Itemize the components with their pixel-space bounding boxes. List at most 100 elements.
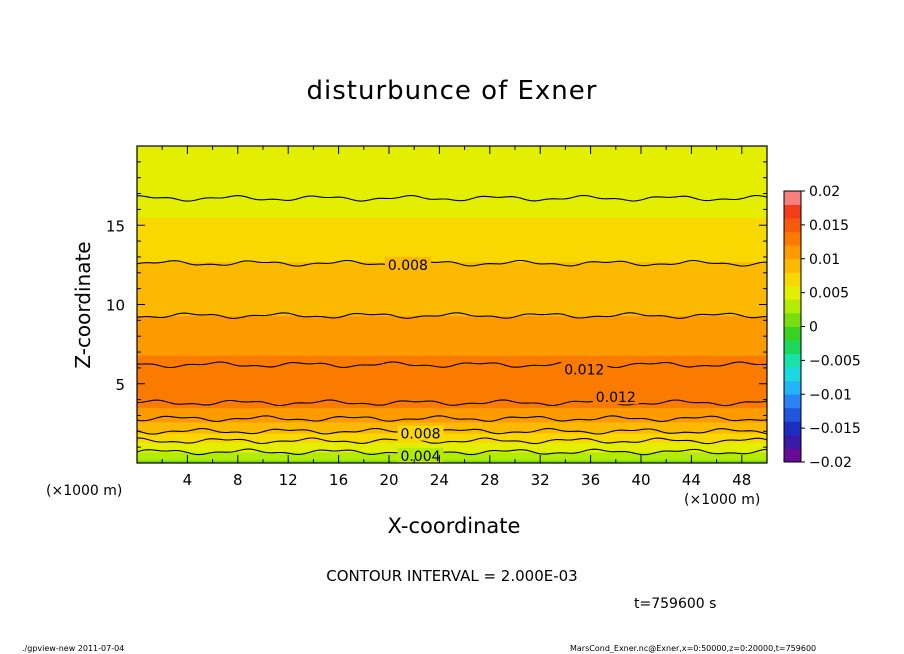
colorbar-swatch: [784, 231, 801, 246]
field-band: [137, 228, 767, 231]
field-band: [137, 171, 767, 174]
field-band: [137, 160, 767, 163]
field-band: [137, 318, 767, 321]
field-band: [137, 340, 767, 344]
contour-line-0.004: [137, 448, 767, 456]
contour-interval-text: CONTOUR INTERVAL = 2.000E-03: [326, 567, 578, 585]
field-band: [137, 431, 767, 434]
field-band: [137, 378, 767, 382]
field-band: [137, 314, 767, 317]
field-band: [137, 296, 767, 299]
field-band: [137, 261, 767, 264]
field-band: [137, 285, 767, 288]
field-band: [137, 328, 767, 331]
field-band: [137, 367, 767, 371]
x-tick-label: 24: [430, 471, 449, 489]
field-band: [137, 333, 767, 336]
field-band: [137, 456, 767, 459]
field-band: [137, 415, 767, 418]
field-band: [137, 177, 767, 180]
contour-line-0.010: [137, 415, 767, 422]
field-band: [137, 339, 767, 342]
field-band: [137, 418, 767, 421]
field-band: [137, 271, 767, 274]
contour-label-bg: [397, 447, 444, 463]
colorbar-swatch: [784, 394, 801, 409]
field-band: [137, 233, 767, 236]
field-band: [137, 149, 767, 152]
x-tick-label: 32: [531, 471, 550, 489]
field-band: [137, 157, 767, 160]
field-band: [137, 180, 767, 184]
field-band: [137, 263, 767, 266]
field-band: [137, 236, 767, 239]
field-band: [137, 345, 767, 348]
field-band: [137, 361, 767, 364]
field-band: [137, 226, 767, 230]
colorbar-swatch: [784, 421, 801, 436]
footer-left: ./gpview-new 2011-07-04: [22, 644, 125, 653]
y-tick-label: 15: [106, 217, 125, 235]
colorbar-swatch: [784, 218, 801, 233]
field-band: [137, 294, 767, 298]
colorbar-swatch: [784, 407, 801, 422]
colorbar-swatch: [784, 299, 801, 314]
field-band: [137, 356, 767, 359]
field-band: [137, 458, 767, 461]
contour-label-bg: [592, 389, 639, 405]
field-band: [137, 201, 767, 204]
x-tick-label: 16: [329, 471, 348, 489]
field-band: [137, 184, 767, 187]
field-band: [137, 320, 767, 323]
field-band: [137, 241, 767, 244]
field-band: [137, 231, 767, 234]
field-band: [137, 353, 767, 356]
field-band: [137, 337, 767, 340]
colorbar-tick-label: −0.015: [809, 421, 861, 437]
field-band: [137, 250, 767, 253]
field-band: [137, 348, 767, 352]
field-band: [137, 448, 767, 451]
contour-label-bg: [384, 256, 431, 272]
contour-line-0.010: [137, 312, 767, 319]
field-band: [137, 375, 767, 379]
field-band: [137, 255, 767, 258]
x-axis-label: X-coordinate: [387, 514, 521, 538]
field-band: [137, 405, 767, 409]
field-band: [137, 247, 767, 250]
field-bands: [137, 146, 767, 463]
field-band: [137, 190, 767, 193]
field-band: [137, 299, 767, 302]
field-band: [137, 218, 767, 222]
field-band: [137, 347, 767, 350]
x-tick-label: 20: [379, 471, 398, 489]
field-band: [137, 420, 767, 423]
field-band: [137, 443, 767, 447]
field-band: [137, 409, 767, 412]
colorbar-tick-label: 0.015: [809, 218, 849, 234]
field-band: [137, 413, 767, 417]
field-band: [137, 188, 767, 191]
contour-line-0.012: [137, 399, 767, 407]
field-band: [137, 209, 767, 212]
colorbar-tick-label: −0.005: [809, 353, 861, 369]
contour-line-0.008: [137, 427, 767, 435]
colorbar-tick-label: 0.005: [809, 286, 849, 302]
x-tick-label: 40: [631, 471, 650, 489]
field-band: [137, 382, 767, 385]
field-band: [137, 325, 767, 328]
field-band: [137, 234, 767, 237]
x-tick-label: 28: [480, 471, 499, 489]
field-band: [137, 210, 767, 214]
field-band: [137, 298, 767, 301]
field-band: [137, 371, 767, 374]
field-band: [137, 280, 767, 283]
field-band: [137, 342, 767, 345]
field-band: [137, 424, 767, 428]
contour-line-0.006: [137, 437, 767, 445]
y-axis-label: Z-coordinate: [71, 241, 95, 369]
field-band: [137, 396, 767, 399]
colorbar-swatch: [784, 204, 801, 219]
field-band: [137, 168, 767, 171]
